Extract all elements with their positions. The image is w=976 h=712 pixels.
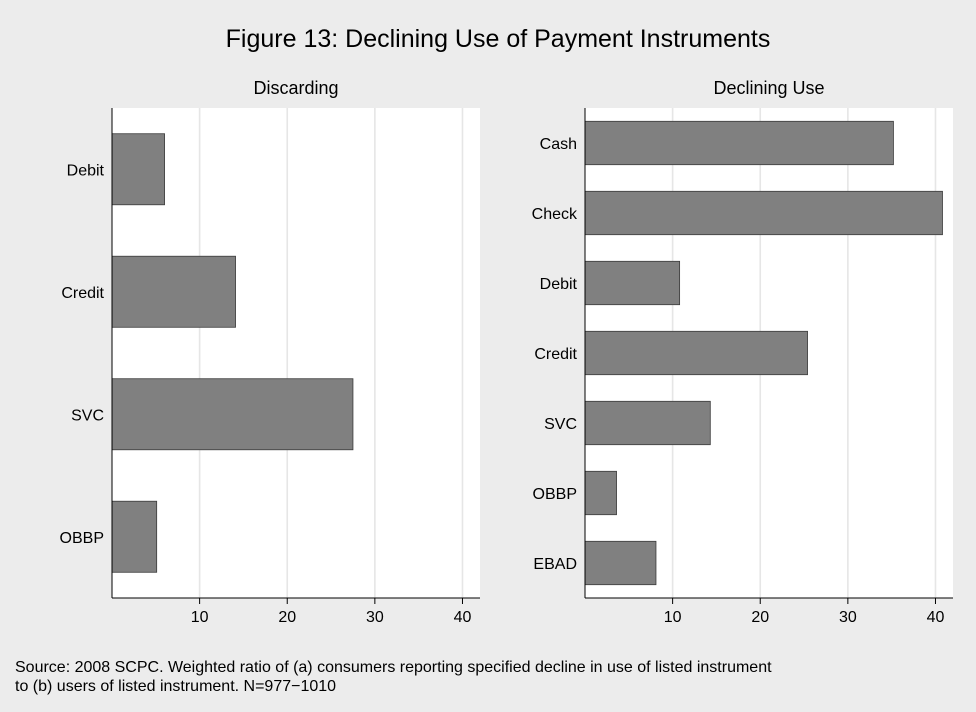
panel-title: Discarding	[253, 78, 338, 98]
bar-svc	[584, 400, 711, 446]
category-label: Credit	[534, 346, 577, 363]
x-tick-label: 20	[751, 609, 769, 626]
panel-declining-use: Declining Use 10 20 30 40 Cash Check Debit Credi…	[532, 78, 953, 626]
bar-check	[584, 190, 943, 236]
bar-svc	[111, 378, 354, 451]
source-note-line-1: Source: 2008 SCPC. Weighted ratio of (a)…	[15, 659, 772, 676]
x-tick-label: 40	[927, 609, 945, 626]
bar-credit	[111, 255, 236, 328]
bar-credit	[584, 330, 808, 376]
bar-ebad	[584, 540, 657, 586]
panel-discarding: Discarding 10 20 30 40 Debit Credit SVC OBBP	[60, 78, 480, 626]
category-label: SVC	[71, 407, 104, 424]
category-label: OBBP	[60, 530, 104, 547]
x-tick-label: 10	[191, 609, 209, 626]
x-tick-label: 20	[278, 609, 296, 626]
bar-obbp	[584, 470, 617, 516]
bar-cash	[584, 120, 894, 166]
category-label: Credit	[61, 285, 104, 302]
category-label: OBBP	[533, 486, 577, 503]
category-label: Cash	[540, 136, 577, 153]
category-label: Debit	[540, 276, 578, 293]
x-tick-label: 40	[454, 609, 472, 626]
panel-title: Declining Use	[713, 78, 824, 98]
source-note-line-2: to (b) users of listed instrument. N=977…	[15, 678, 336, 695]
plot-area	[112, 108, 480, 598]
bar-debit	[111, 133, 165, 206]
chart-title: Figure 13: Declining Use of Payment Inst…	[226, 25, 771, 53]
category-label: SVC	[544, 416, 577, 433]
x-tick-label: 30	[366, 609, 384, 626]
x-tick-label: 30	[839, 609, 857, 626]
category-label: Debit	[67, 162, 105, 179]
category-label: EBAD	[533, 556, 577, 573]
category-label: Check	[532, 206, 578, 223]
bar-obbp	[111, 500, 158, 573]
bar-debit	[584, 260, 681, 306]
x-tick-label: 10	[664, 609, 682, 626]
